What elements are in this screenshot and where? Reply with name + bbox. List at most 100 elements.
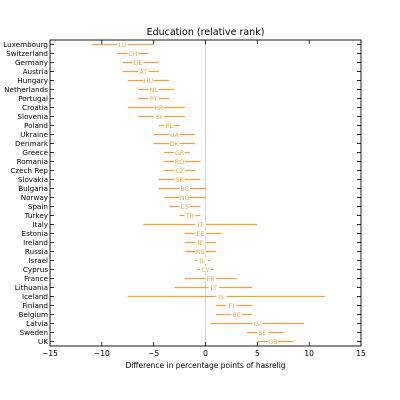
x-axis-title: Difference in percentage points of hasre… — [125, 361, 285, 370]
country-label-hr: Croatia — [22, 103, 48, 112]
country-label-dk: Denmark — [15, 139, 49, 148]
code-label-backing — [184, 212, 196, 219]
code-label-bg: BG — [180, 186, 189, 193]
country-label-sk: Slovakia — [18, 175, 48, 184]
code-label-backing — [174, 176, 185, 183]
code-label-backing — [200, 266, 211, 273]
code-label-backing — [179, 185, 191, 192]
x-tick-label: −5 — [148, 349, 159, 358]
country-label-gb: UK — [38, 337, 48, 346]
code-label-backing — [174, 158, 185, 165]
country-label-se: Sweden — [20, 328, 48, 337]
country-label-bg: Bulgaria — [18, 184, 48, 193]
country-label-no: Norway — [21, 193, 49, 202]
code-label-ua: UA — [170, 132, 180, 139]
code-label-lv: LV — [254, 321, 262, 328]
country-label-lt: Lithuania — [15, 283, 48, 292]
x-tick-label: −15 — [42, 349, 58, 358]
code-label-se: SE — [259, 330, 267, 337]
code-label-at: AT — [139, 69, 147, 76]
code-label-de: DE — [134, 60, 143, 67]
country-label-ee: Estonia — [22, 229, 48, 238]
x-tick-label: 0 — [203, 349, 208, 358]
country-label-pt: Portugal — [18, 94, 48, 103]
code-label-backing — [174, 167, 185, 174]
code-label-ch: CH — [128, 51, 137, 58]
code-label-backing — [127, 50, 139, 57]
code-label-backing — [143, 77, 154, 84]
code-label-ru: RU — [196, 249, 205, 256]
country-label-ua: Ukraine — [20, 130, 48, 139]
code-label-ro: RO — [175, 159, 184, 166]
code-label-backing — [197, 257, 208, 264]
code-label-backing — [215, 293, 227, 300]
code-label-hr: HR — [154, 105, 164, 112]
country-label-ru: Russia — [25, 247, 48, 256]
code-label-pt: PT — [150, 96, 158, 103]
code-label-fi: FI — [229, 303, 235, 310]
country-label-lu: Luxembourg — [3, 40, 48, 49]
code-label-lu: LU — [119, 42, 127, 49]
country-label-ie: Ireland — [23, 238, 48, 247]
code-label-backing — [169, 140, 180, 147]
code-label-gb: GB — [268, 339, 277, 346]
chart-title: Education (relative rank) — [147, 27, 265, 38]
country-label-es: Spain — [28, 202, 48, 211]
country-label-pl: Poland — [24, 121, 48, 130]
code-label-backing — [208, 284, 220, 291]
x-tick-label: 5 — [255, 349, 260, 358]
code-label-il: IL — [200, 258, 206, 265]
code-label-no: NO — [180, 195, 190, 202]
code-label-tr: TR — [185, 213, 195, 220]
code-label-pl: PL — [166, 123, 174, 130]
code-label-backing — [195, 221, 206, 228]
code-label-backing — [153, 104, 165, 111]
code-label-backing — [163, 122, 175, 129]
code-label-backing — [132, 59, 144, 66]
country-label-lv: Latvia — [26, 319, 48, 328]
country-label-de: Germany — [15, 58, 49, 67]
code-label-backing — [138, 68, 149, 75]
code-label-it: IT — [197, 222, 203, 229]
code-label-backing — [257, 329, 268, 336]
country-label-at: Austria — [23, 67, 48, 76]
country-label-gr: Greece — [22, 148, 48, 157]
code-label-backing — [267, 338, 279, 345]
code-label-backing — [117, 41, 128, 48]
code-label-nl: NL — [150, 87, 159, 94]
code-label-sk: SK — [176, 177, 185, 184]
code-label-backing — [195, 230, 206, 237]
x-tick-label: 10 — [304, 349, 314, 358]
code-label-backing — [169, 131, 180, 138]
code-label-backing — [153, 113, 165, 120]
code-label-backing — [252, 320, 263, 327]
code-label-si: SI — [156, 114, 162, 121]
code-label-fr: FR — [207, 276, 216, 283]
code-label-hu: HU — [144, 78, 154, 85]
code-label-lt: LT — [211, 285, 218, 292]
country-label-nl: Netherlands — [4, 85, 48, 94]
country-label-si: Slovenia — [17, 112, 48, 121]
code-label-is: IS — [218, 294, 224, 301]
code-label-dk: DK — [170, 141, 180, 148]
code-label-es: ES — [181, 204, 189, 211]
code-label-backing — [231, 311, 242, 318]
country-label-fi: Finland — [22, 301, 48, 310]
country-label-tr: Turkey — [24, 211, 49, 220]
code-label-be: BE — [232, 312, 240, 319]
code-label-backing — [195, 239, 206, 246]
code-label-ee: EE — [196, 231, 204, 238]
code-label-backing — [205, 275, 216, 282]
code-label-gr: GR — [175, 150, 185, 157]
country-label-be: Belgium — [19, 310, 48, 319]
code-label-ie: IE — [197, 240, 203, 247]
country-label-it: Italy — [32, 220, 48, 229]
country-label-il: Israel — [28, 256, 48, 265]
code-label-backing — [179, 194, 191, 201]
country-label-cz: Czech Rep — [10, 166, 48, 175]
code-label-backing — [226, 302, 237, 309]
code-label-backing — [179, 203, 191, 210]
x-tick-label: −10 — [94, 349, 110, 358]
code-label-backing — [148, 95, 159, 102]
